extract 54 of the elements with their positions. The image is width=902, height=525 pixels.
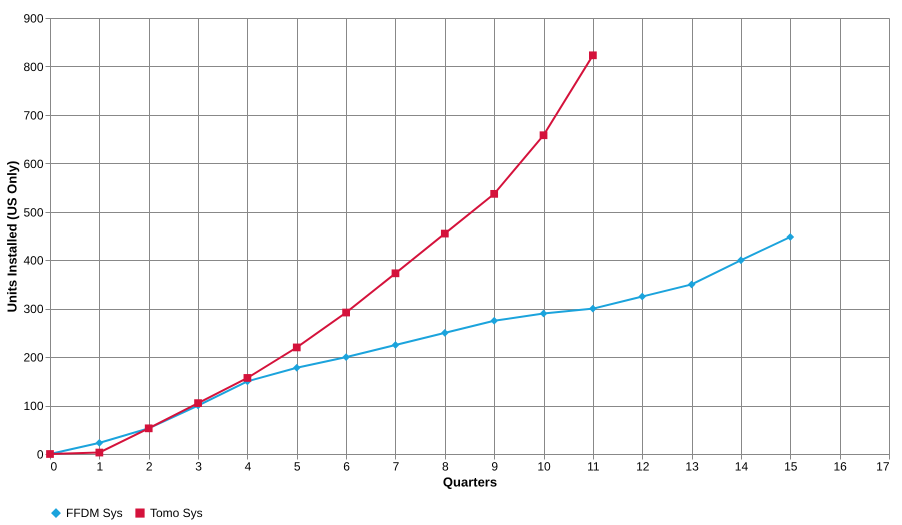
point — [342, 353, 350, 361]
x-tick-label: 4 — [244, 460, 252, 474]
point — [392, 341, 400, 349]
y-tick-label: 600 — [23, 156, 44, 171]
legend-label: FFDM Sys — [66, 506, 123, 520]
x-tick-label: 14 — [734, 460, 748, 474]
point — [95, 438, 104, 447]
y-tick-label: 300 — [23, 302, 44, 316]
point — [589, 304, 597, 313]
x-tick-label: 3 — [195, 460, 202, 474]
y-tick-label: 200 — [23, 350, 44, 365]
x-tick-label: 16 — [833, 460, 848, 474]
x-tick-label: 0 — [50, 460, 58, 474]
point — [638, 292, 646, 300]
point — [540, 310, 548, 318]
y-tick-label: 900 — [23, 12, 44, 26]
y-tick-label: 100 — [23, 399, 44, 414]
point — [540, 131, 548, 140]
point — [392, 269, 400, 278]
point — [95, 448, 104, 456]
y-axis-title: Units Installed (US Only) — [4, 160, 20, 312]
point — [244, 374, 252, 382]
x-tick-label: 12 — [636, 460, 650, 474]
x-tick-label: 17 — [876, 460, 890, 474]
x-tick-label: 2 — [146, 460, 153, 474]
point — [589, 51, 597, 60]
y-tick-label: 500 — [23, 205, 44, 220]
y-tick-label: 0 — [36, 448, 44, 462]
x-tick-label: 5 — [294, 460, 301, 474]
x-tick-label: 13 — [685, 460, 700, 474]
x-tick-label: 9 — [491, 460, 498, 474]
point — [786, 233, 794, 241]
point — [490, 316, 498, 325]
point — [688, 280, 696, 288]
x-tick-label: 1 — [96, 460, 104, 474]
x-axis-title: Quarters — [442, 474, 498, 490]
y-tick-label: 700 — [23, 108, 44, 122]
point — [292, 344, 301, 352]
point — [194, 399, 202, 408]
y-tick-label: 800 — [23, 60, 44, 74]
point — [440, 230, 449, 238]
x-tick-label: 15 — [784, 460, 798, 474]
x-tick-label: 11 — [587, 460, 600, 474]
point — [490, 190, 498, 198]
y-tick-label: 400 — [23, 254, 44, 268]
x-tick-label: 6 — [343, 460, 350, 474]
x-tick-label: 10 — [537, 460, 552, 474]
point — [292, 364, 301, 372]
x-tick-label: 8 — [442, 460, 449, 474]
legend-label: Tomo Sys — [150, 506, 203, 520]
point — [440, 329, 449, 337]
point — [737, 256, 745, 264]
x-tick-label: 7 — [392, 460, 400, 474]
point — [342, 308, 350, 316]
